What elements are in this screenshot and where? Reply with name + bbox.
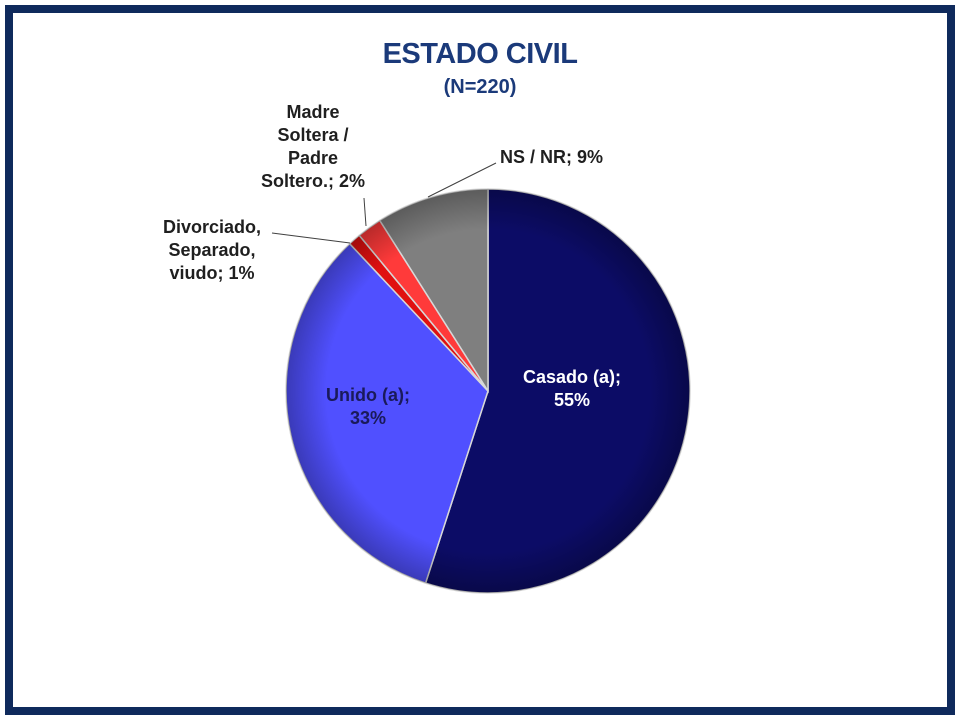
data-label-madre-soltera-padre-soltero: Madre Soltera / Padre Soltero.; 2%	[261, 102, 365, 191]
data-label-ns-nr: NS / NR; 9%	[500, 147, 603, 167]
chart-title: ESTADO CIVIL	[382, 38, 578, 70]
chart-subtitle: (N=220)	[443, 76, 517, 98]
data-label-line: 55%	[554, 390, 590, 410]
data-label-casado-a: Casado (a); 55%	[523, 367, 621, 410]
data-label-line: Padre	[288, 148, 338, 168]
data-label-divorciado-separado-viudo: Divorciado, Separado, viudo; 1%	[163, 217, 261, 283]
data-labels: Casado (a); 55% Unido (a); 33% Divorciado, Se…	[163, 102, 621, 428]
data-label-line: viudo; 1%	[169, 263, 254, 283]
data-label-line: Madre	[286, 102, 339, 122]
data-label-line: 33%	[350, 408, 386, 428]
data-label-line: Casado (a);	[523, 367, 621, 387]
data-label-line: Separado,	[168, 240, 255, 260]
data-label-line: Unido (a);	[326, 385, 410, 405]
leader-lines	[271, 162, 497, 244]
data-label-line: Divorciado,	[163, 217, 261, 237]
data-label-line: Soltero.; 2%	[261, 171, 365, 191]
data-label-unido-a: Unido (a); 33%	[326, 385, 410, 428]
data-label-line: Soltera /	[277, 125, 348, 145]
leader-line-madre-soltera-padre-soltero	[363, 197, 367, 227]
leader-line-divorciado-separado-viudo	[271, 232, 351, 244]
leader-line-ns-nr	[427, 162, 497, 198]
data-label-line: NS / NR; 9%	[500, 147, 603, 167]
